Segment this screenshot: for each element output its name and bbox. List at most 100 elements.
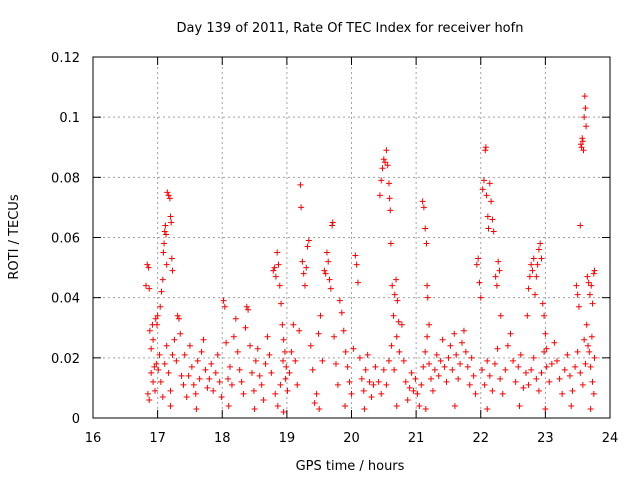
x-tick-label: 19 (279, 431, 296, 446)
data-point (579, 135, 586, 142)
data-point (301, 282, 308, 289)
data-point (485, 225, 492, 232)
data-point (534, 261, 541, 268)
data-point (420, 363, 427, 370)
data-point (200, 336, 207, 343)
data-point (356, 354, 363, 361)
data-point (581, 336, 588, 343)
data-point (468, 354, 475, 361)
data-point (353, 261, 360, 268)
data-point (585, 342, 592, 349)
data-point (354, 279, 361, 286)
data-point (585, 279, 592, 286)
data-point (591, 267, 598, 274)
data-point (464, 363, 471, 370)
data-point (504, 342, 511, 349)
data-point (376, 192, 383, 199)
data-point (391, 366, 398, 373)
data-point (455, 375, 462, 382)
data-point (150, 336, 157, 343)
data-point (204, 384, 211, 391)
data-point (543, 345, 550, 352)
data-point (332, 360, 339, 367)
data-point (572, 363, 579, 370)
data-point (274, 249, 281, 256)
data-point (366, 378, 373, 385)
data-point (165, 192, 172, 199)
data-point (299, 258, 306, 265)
data-point (590, 270, 597, 277)
data-point (483, 192, 490, 199)
data-point (297, 181, 304, 188)
data-point (402, 378, 409, 385)
data-point (516, 402, 523, 409)
x-tick-label: 18 (214, 431, 231, 446)
data-point (382, 159, 389, 166)
data-point (167, 387, 174, 394)
data-point (151, 363, 158, 370)
data-point (152, 387, 159, 394)
data-point (522, 369, 529, 376)
data-point (152, 315, 159, 322)
data-point (380, 366, 387, 373)
data-point (539, 300, 546, 307)
data-point (148, 369, 155, 376)
data-point (322, 270, 329, 277)
data-point (296, 327, 303, 334)
data-point (208, 360, 215, 367)
data-point (435, 372, 442, 379)
data-point (489, 387, 496, 394)
x-axis-title: GPS time / hours (296, 459, 405, 474)
data-point (449, 366, 456, 373)
data-point (370, 381, 377, 388)
data-point (569, 387, 576, 394)
data-point (418, 381, 425, 388)
data-point (284, 387, 291, 394)
data-point (264, 333, 271, 340)
data-point (541, 348, 548, 355)
data-point (227, 363, 234, 370)
data-point (586, 291, 593, 298)
data-point (387, 207, 394, 214)
data-point (307, 342, 314, 349)
data-point (230, 333, 237, 340)
data-point (174, 312, 181, 319)
data-point (422, 405, 429, 412)
data-point (496, 267, 503, 274)
data-point (360, 387, 367, 394)
data-point (404, 396, 411, 403)
data-point (338, 309, 345, 316)
data-point (393, 333, 400, 340)
x-tick-label: 23 (537, 431, 554, 446)
data-point (580, 147, 587, 154)
data-point (533, 273, 540, 280)
data-point (168, 219, 175, 226)
data-point (258, 381, 265, 388)
data-point (589, 300, 596, 307)
data-point (358, 375, 365, 382)
data-point (158, 288, 165, 295)
data-point (472, 390, 479, 397)
data-point (429, 387, 436, 394)
data-point (153, 360, 160, 367)
data-point (145, 264, 152, 271)
data-point (274, 402, 281, 409)
data-point (489, 216, 496, 223)
data-point (492, 273, 499, 280)
data-point (587, 363, 594, 370)
data-point (408, 369, 415, 376)
data-point (410, 387, 417, 394)
data-point (238, 378, 245, 385)
data-point (266, 351, 273, 358)
data-point (364, 351, 371, 358)
data-point (146, 396, 153, 403)
data-point (329, 222, 336, 229)
data-point (494, 345, 501, 352)
data-point (153, 321, 160, 328)
data-point (279, 321, 286, 328)
y-axis-title: ROTI / TECUs (7, 194, 22, 279)
data-point (163, 342, 170, 349)
data-point (232, 315, 239, 322)
data-point (272, 273, 279, 280)
